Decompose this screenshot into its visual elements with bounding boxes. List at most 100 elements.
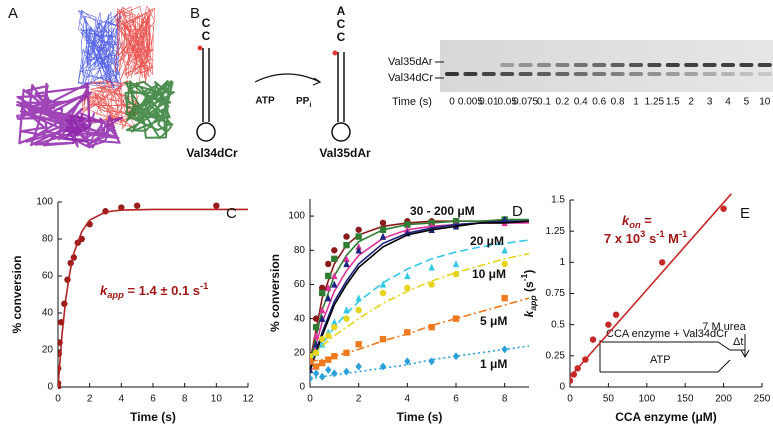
fit-curve [310,239,529,362]
data-point [404,357,411,366]
structure-strand [77,9,123,90]
y-axis-label: kapp (s-1) [519,270,538,318]
y-tick-label: 0 [47,382,53,393]
gel-band [739,72,754,76]
y-tick-label: 0 [559,382,565,393]
data-point [355,226,362,233]
x-axis-label: Time (s) [130,410,176,424]
data-point [570,371,578,378]
text-segment: k [100,283,108,298]
data-point [318,359,326,367]
gel-band [445,72,459,76]
text-segment: k [622,213,630,228]
y-axis-label: % conversion [268,254,282,332]
lane-label: 2 [688,97,694,108]
x-tick-label: 8 [502,394,508,405]
x-tick-label: 0 [55,394,61,405]
lane-label: 0.01 [479,97,499,108]
data-point [331,255,338,263]
data-point [343,315,350,322]
x-tick-label: 100 [638,394,655,405]
hairpin-loop [331,122,351,142]
x-tick-label: 10 [211,394,223,405]
text-segment: -1 [656,229,664,239]
substrate-name: Val34dCr [186,146,238,160]
panel-b: B C C Val34dCr ATP PPi A C C Val35dAr Va… [186,4,773,160]
data-point [331,280,338,288]
panel-letter: C [226,205,237,222]
lane-label: 0.6 [592,97,606,108]
data-point [312,363,320,370]
label-dot [332,50,338,56]
text-segment: 7 x 10 [604,231,640,246]
data-point [331,272,338,280]
data-point [428,357,435,366]
y-tick-label: 1.25 [546,226,566,237]
fit-curve [310,218,529,364]
y-tick-label: 60 [294,279,306,290]
lane-label: 10 [759,97,771,108]
data-point [318,372,326,381]
gel-band [647,72,662,76]
panel-letter: D [512,203,523,220]
data-point [343,260,350,268]
data-point [355,341,362,348]
panel-letter: E [740,205,750,222]
x-tick-label: 2 [356,394,362,405]
data-point [325,260,332,268]
y-tick-label: 100 [36,197,53,208]
data-point [312,349,320,357]
gel-band [757,72,772,76]
y-tick-label: 0.5 [551,319,565,330]
nucleotide: A [337,4,346,18]
gel-band [610,63,625,67]
x-axis-label: CCA enzyme (μM) [615,410,717,424]
gel-band [481,72,496,76]
data-point [325,284,332,292]
gel-band [573,72,588,76]
lane-label: 5 [744,97,750,108]
fit-curve [310,345,529,380]
data-point [318,306,326,314]
hairpin-stem [202,48,210,122]
lane-label: 0.4 [574,97,588,108]
data-point [720,205,727,212]
nucleotide: C [337,30,346,44]
inset-text: CCA enzyme + Val34dCr [606,328,728,340]
y-tick-label: 0.25 [546,350,566,361]
nucleotide: C [202,29,211,43]
data-point [355,306,362,314]
text-segment: -1 [200,281,208,291]
inset-text: 7 M urea [702,321,746,333]
data-point [312,369,320,378]
product-name: Val35dAr [319,146,371,160]
text-segment: app [528,295,538,310]
gel-band [537,63,551,67]
lane-label: 0.2 [555,97,569,108]
data-point [501,294,508,302]
gel [440,40,773,92]
gel-band [629,72,643,76]
gel-band [463,72,478,76]
text-segment: ) [522,270,536,274]
structure-strand [64,112,123,149]
band-label: Val34dCr [388,72,433,84]
text-segment: Time (s) [397,410,443,424]
lane-label: 1.25 [645,97,665,108]
gel-band [518,72,533,76]
lane-label: 0.8 [611,97,625,108]
y-tick-label: 20 [294,347,306,358]
x-tick-label: 0 [567,394,573,405]
data-point [379,335,387,343]
lane-label: 1.5 [666,97,680,108]
text-segment: s [645,231,656,246]
x-tick-label: 4 [119,394,125,405]
data-point [570,377,574,384]
data-point [501,260,508,268]
data-point [331,247,338,254]
gel-band [721,72,735,76]
gel-band [647,63,662,67]
data-point [318,335,326,343]
data-point [355,246,362,254]
data-point [452,260,460,268]
